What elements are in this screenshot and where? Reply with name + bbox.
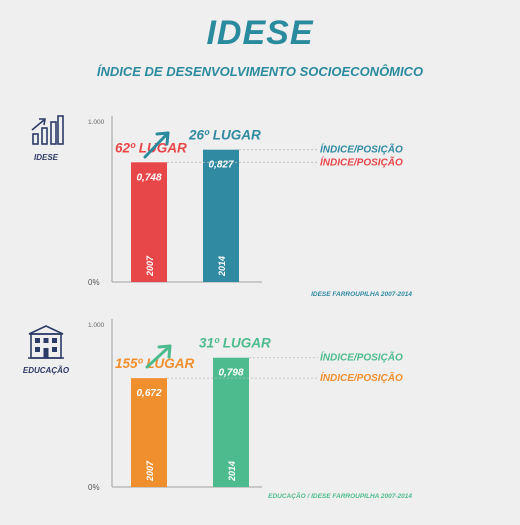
reference-label: ÍNDICE/POSIÇÃO (320, 371, 403, 384)
bar-category-label: 2007 (145, 460, 155, 482)
rank-label: 155º LUGAR (115, 356, 194, 371)
bar-value-label: 0,827 (208, 160, 233, 171)
reference-label: ÍNDICE/POSIÇÃO (320, 143, 403, 156)
reference-label: ÍNDICE/POSIÇÃO (320, 351, 403, 364)
bar (203, 149, 239, 282)
page-subtitle: ÍNDICE DE DESENVOLVIMENTO SOCIOECONÔMICO (96, 64, 424, 79)
bar-value-label: 0,798 (218, 368, 243, 379)
panel-label-educacao: EDUCAÇÃO (22, 366, 70, 375)
bar (131, 378, 167, 487)
y-tick-label: 1.000 (88, 119, 105, 126)
source-caption: IDESE FARROUPILHA 2007-2014 (311, 291, 412, 298)
y-tick-label: 0% (88, 483, 100, 492)
y-tick-label: 1.000 (88, 322, 105, 329)
bar-category-label: 2014 (227, 461, 237, 482)
school-building-icon (28, 325, 64, 359)
rank-label: 62º LUGAR (115, 140, 187, 155)
rank-label: 26º LUGAR (188, 128, 261, 143)
bar-category-label: 2014 (217, 256, 227, 277)
arrow-up-right-icon (145, 344, 172, 369)
y-tick-label: 0% (88, 278, 100, 287)
page-title: IDESE (206, 14, 314, 52)
rank-label: 31º LUGAR (199, 336, 271, 351)
panel-label-idese: IDESE (33, 153, 58, 162)
bar (131, 162, 167, 282)
reference-label: ÍNDICE/POSIÇÃO (320, 155, 403, 168)
arrow-up-right-icon-head (155, 131, 170, 146)
bar-chart-growth-icon (31, 115, 64, 145)
bar-value-label: 0,672 (136, 388, 161, 399)
arrow-up-right-icon (143, 131, 170, 159)
bar-value-label: 0,748 (136, 172, 161, 183)
bar-category-label: 2007 (145, 255, 155, 277)
source-caption: EDUCAÇÃO / IDESE FARROUPILHA 2007-2014 (268, 491, 412, 500)
arrow-up-right-icon-head (157, 344, 172, 359)
bar (213, 357, 249, 487)
